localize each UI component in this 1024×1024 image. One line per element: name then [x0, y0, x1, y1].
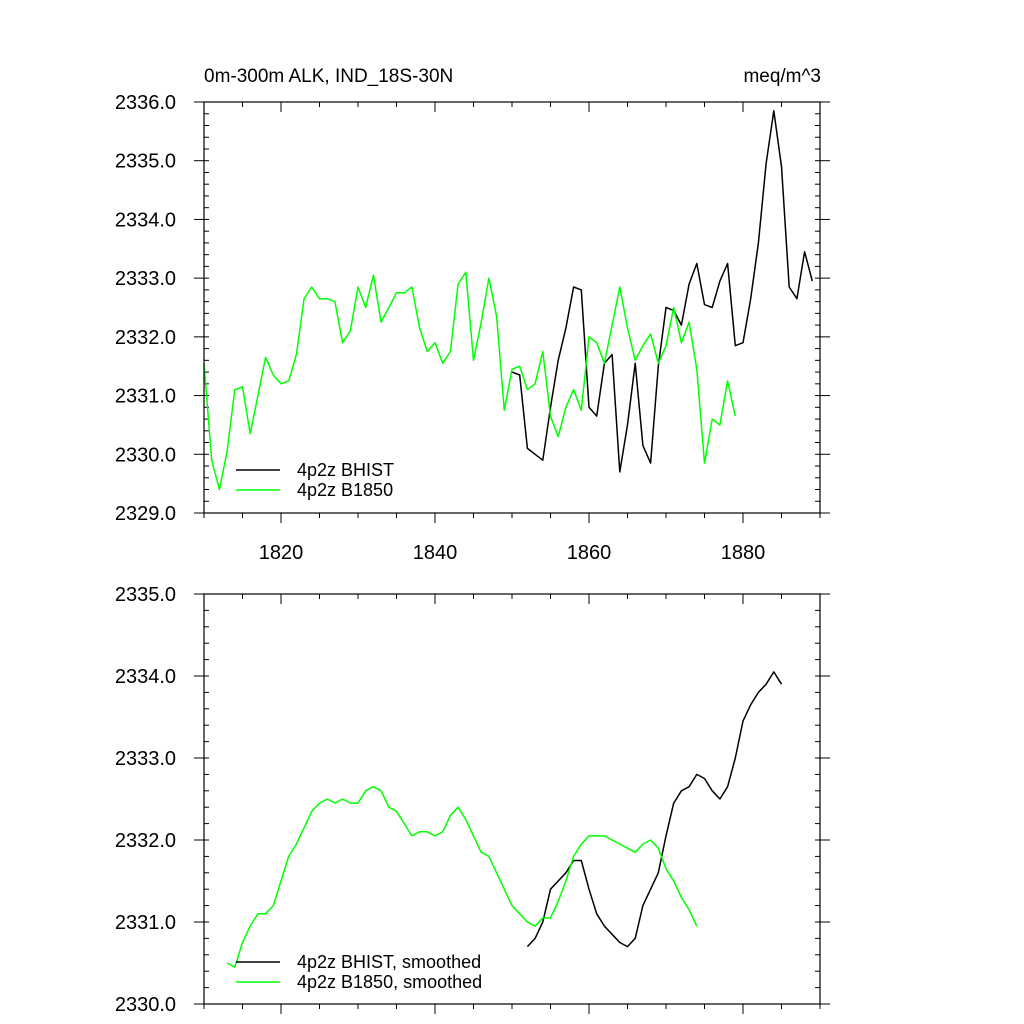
top-title-left: 0m-300m ALK, IND_18S-30N: [204, 66, 453, 87]
top-y-tick-label: 2332.0: [115, 327, 176, 349]
top-y-tick-label: 2329.0: [115, 503, 176, 525]
top-x-axis-labels: 1820 1840 1860 1880: [259, 542, 766, 564]
top-y-tick-label: 2336.0: [115, 92, 176, 114]
top-x-tick-label: 1860: [567, 542, 612, 564]
bottom-legend-label-bhist: 4p2z BHIST, smoothed: [297, 952, 481, 972]
bottom-y-tick-label: 2333.0: [115, 748, 176, 770]
bottom-legend: 4p2z BHIST, smoothed 4p2z B1850, smoothe…: [236, 952, 482, 992]
bottom-series-lines: [226, 671, 783, 968]
bottom-y-tick-label: 2330.0: [115, 994, 176, 1016]
top-y-tick-label: 2331.0: [115, 386, 176, 408]
bottom-plot-frame: [203, 593, 821, 1005]
bottom-series-line-b1850: [226, 785, 698, 968]
top-series-lines: [203, 110, 814, 491]
bottom-legend-label-b1850: 4p2z B1850, smoothed: [297, 972, 482, 992]
top-title-right: meq/m^3: [743, 66, 821, 87]
top-panel: 0m-300m ALK, IND_18S-30N meq/m^3 2329.02…: [115, 66, 830, 564]
bottom-y-tick-label: 2332.0: [115, 830, 176, 852]
top-y-tick-label: 2335.0: [115, 151, 176, 173]
top-y-tick-label: 2333.0: [115, 268, 176, 290]
top-x-tick-label: 1820: [259, 542, 304, 564]
top-series-line-bhist: [511, 110, 814, 473]
bottom-series-line-bhist: [526, 671, 783, 948]
top-legend-label-bhist: 4p2z BHIST: [297, 460, 394, 480]
top-legend-label-b1850: 4p2z B1850: [297, 480, 393, 500]
top-y-tick-label: 2334.0: [115, 209, 176, 231]
top-x-tick-label: 1840: [413, 542, 458, 564]
top-y-tick-label: 2330.0: [115, 444, 176, 466]
top-y-axis-labels: 2329.0 2330.0 2331.0 2332.0 2333.0 2334.0 2335…: [115, 92, 176, 525]
bottom-y-tick-label: 2331.0: [115, 912, 176, 934]
bottom-y-tick-label: 2334.0: [115, 666, 176, 688]
bottom-axis-ticks: [194, 593, 830, 1014]
bottom-panel: 2330.0 2331.0 2332.0 2333.0 2334.0 2335.0 4p2…: [115, 584, 830, 1016]
top-axis-ticks: [194, 101, 830, 523]
bottom-y-tick-label: 2335.0: [115, 584, 176, 606]
top-legend: 4p2z BHIST 4p2z B1850: [236, 460, 394, 500]
top-plot-frame: [203, 101, 821, 514]
top-x-tick-label: 1880: [721, 542, 766, 564]
bottom-y-axis-labels: 2330.0 2331.0 2332.0 2333.0 2334.0 2335.0: [115, 584, 176, 1016]
top-series-line-b1850: [203, 271, 737, 491]
